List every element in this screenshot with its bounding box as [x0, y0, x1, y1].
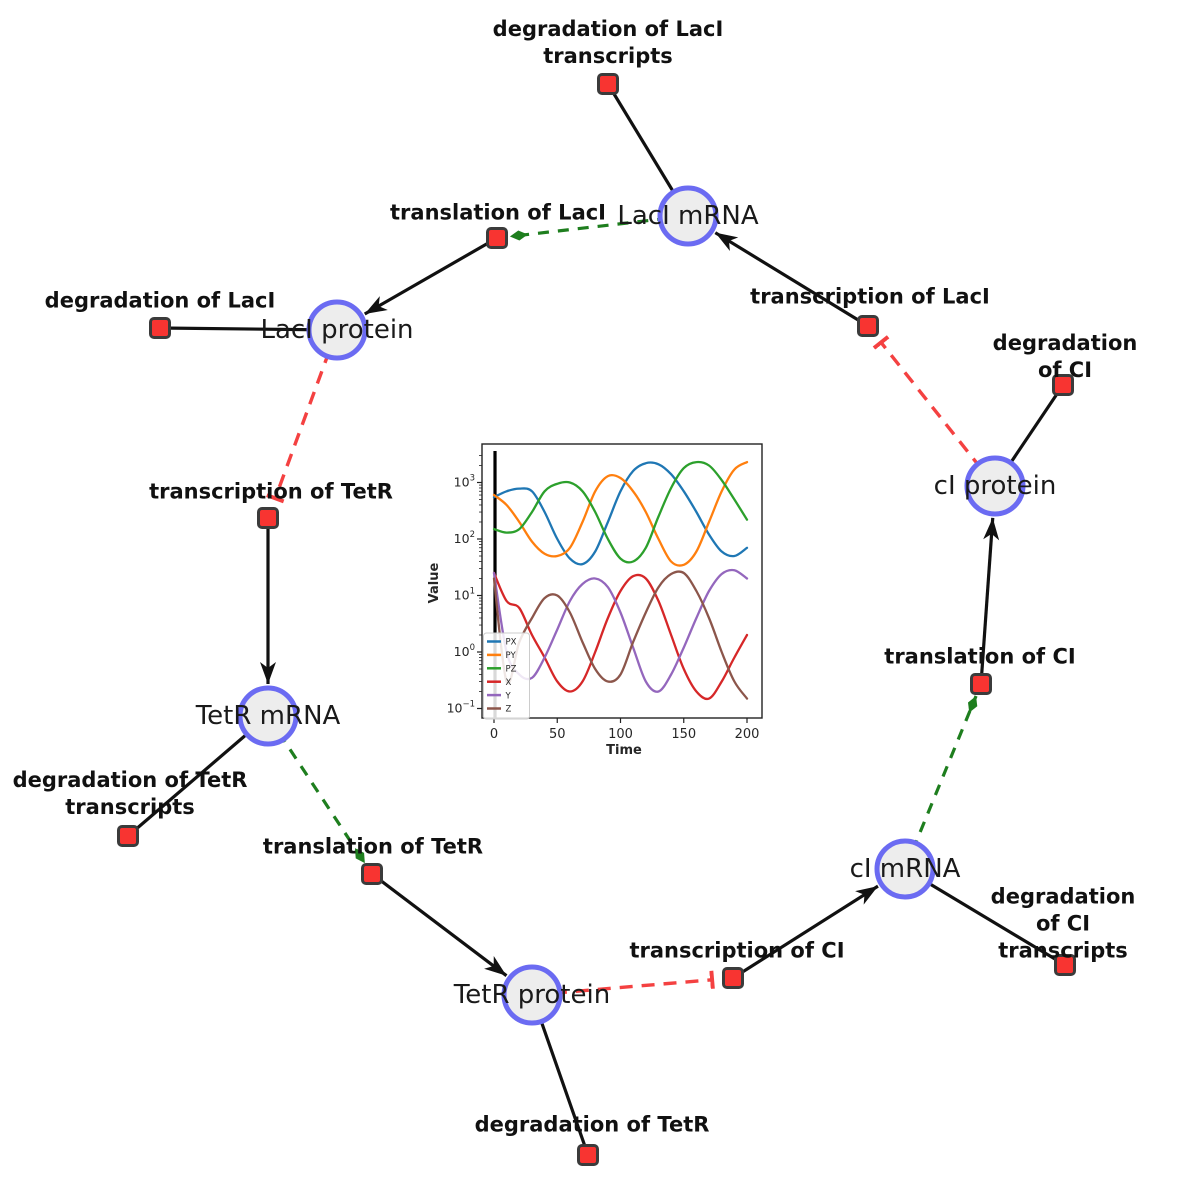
legend-label-PX: PX	[506, 638, 517, 648]
species-node-tetr_protein[interactable]	[501, 964, 563, 1026]
reaction-node-deg_tetr[interactable]	[577, 1144, 599, 1166]
reaction-node-deg_laci_tx[interactable]	[597, 73, 619, 95]
legend-label-Y: Y	[505, 691, 512, 701]
reaction-node-tc_tetr[interactable]	[257, 507, 279, 529]
species-node-laci_protein[interactable]	[306, 299, 368, 361]
y-tick-label: 103	[454, 474, 475, 490]
consumption-edge-ci_mrna-deg_ci_tx	[904, 867, 1066, 967]
plot-series-PZ	[492, 460, 749, 564]
plot-series-Z	[492, 570, 749, 700]
y-tick-label: 10−1	[447, 700, 475, 716]
reaction-node-deg_laci[interactable]	[149, 317, 171, 339]
species-node-tetr_mrna[interactable]	[237, 685, 299, 747]
species-node-laci_mrna[interactable]	[657, 185, 719, 247]
reaction-node-tc_laci[interactable]	[857, 315, 879, 337]
plot-legend: PX PY PZ XYZ	[483, 632, 530, 720]
production-edge-tl_laci-laci_protein	[363, 236, 498, 316]
reaction-node-tl_tetr[interactable]	[361, 863, 383, 885]
legend-label-X: X	[506, 678, 512, 688]
x-tick-label: 200	[735, 727, 760, 742]
production-edge-tl_tetr-tetr_protein	[371, 872, 508, 977]
reaction-node-tl_laci[interactable]	[486, 227, 508, 249]
plot-series-PY	[492, 460, 749, 567]
species-node-ci_protein[interactable]	[964, 455, 1026, 517]
y-tick-label: 102	[454, 530, 475, 546]
reaction-node-deg_tetr_tx[interactable]	[117, 825, 139, 847]
production-edge-tc_ci-ci_mrna	[732, 884, 879, 980]
production-edge-tc_laci-laci_mrna	[714, 231, 869, 328]
x-axis-label: Time	[606, 743, 642, 758]
legend-label-PZ: PZ	[506, 665, 517, 675]
y-axis-label: Value	[427, 562, 442, 603]
reaction-node-deg_ci[interactable]	[1052, 374, 1074, 396]
reaction-node-deg_ci_tx[interactable]	[1054, 954, 1076, 976]
x-tick-label: 0	[490, 727, 498, 742]
plot-frame	[481, 443, 763, 719]
species-node-ci_mrna[interactable]	[874, 838, 936, 900]
plot-curves	[492, 451, 749, 718]
reaction-node-tc_ci[interactable]	[722, 967, 744, 989]
y-tick-label: 100	[454, 643, 475, 659]
x-tick-label: 50	[549, 727, 566, 742]
plot-series-X	[492, 571, 749, 701]
legend-label-PY: PY	[506, 651, 517, 661]
y-tick-label: 101	[454, 587, 475, 603]
reaction-node-tl_ci[interactable]	[970, 673, 992, 695]
plot-series-Y	[492, 568, 749, 693]
production-edge-tl_ci-ci_protein	[979, 517, 1000, 685]
x-tick-label: 150	[671, 727, 696, 742]
edges-layer	[126, 83, 1066, 1156]
legend-label-Z: Z	[506, 705, 512, 715]
inset-plot: 0 50 100 150 200Time10−1100101102103ValuePXP…	[427, 443, 763, 758]
x-tick-label: 100	[608, 727, 633, 742]
